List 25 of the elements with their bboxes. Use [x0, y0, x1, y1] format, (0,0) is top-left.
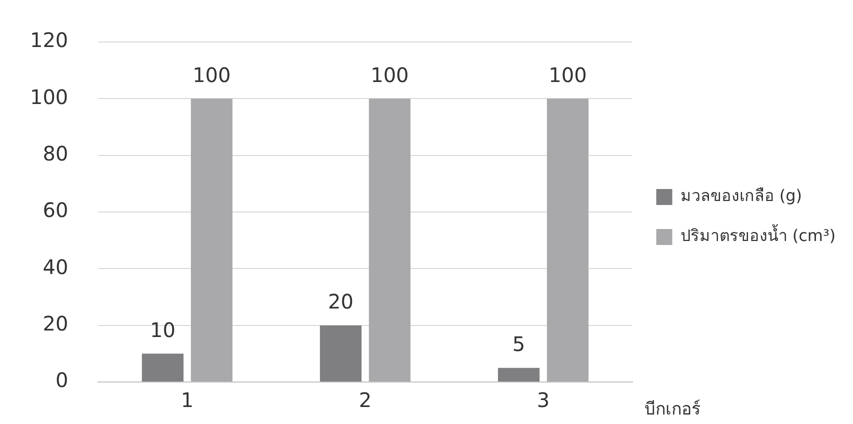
- bar: [142, 354, 184, 382]
- x-tick-label: 2: [358, 388, 372, 412]
- bar: [320, 325, 362, 382]
- x-tick-label: 3: [536, 388, 550, 412]
- x-tick-label: 1: [180, 388, 194, 412]
- x-axis-title: บีกเกอร์: [644, 399, 700, 420]
- bar: [546, 98, 589, 382]
- legend-label: ปริมาตรของน้ำ (cm³): [680, 224, 836, 246]
- data-label: 10: [150, 318, 176, 342]
- legend-label: มวลของเกลือ (g): [680, 186, 802, 206]
- y-tick-label: 40: [42, 254, 68, 279]
- bar: [368, 98, 410, 382]
- y-tick-label: 80: [42, 142, 68, 166]
- y-tick-label: 0: [55, 368, 68, 392]
- bar: [190, 98, 232, 382]
- data-label: 100: [192, 62, 231, 87]
- data-label: 5: [512, 332, 526, 356]
- y-tick-label: 20: [42, 312, 68, 336]
- data-label: 20: [328, 290, 354, 314]
- bar: [498, 368, 540, 382]
- y-tick-label: 100: [30, 84, 68, 109]
- y-tick-label: 120: [30, 28, 68, 52]
- data-label: 100: [370, 62, 409, 87]
- data-label: 100: [548, 62, 587, 87]
- y-tick-label: 60: [42, 198, 68, 222]
